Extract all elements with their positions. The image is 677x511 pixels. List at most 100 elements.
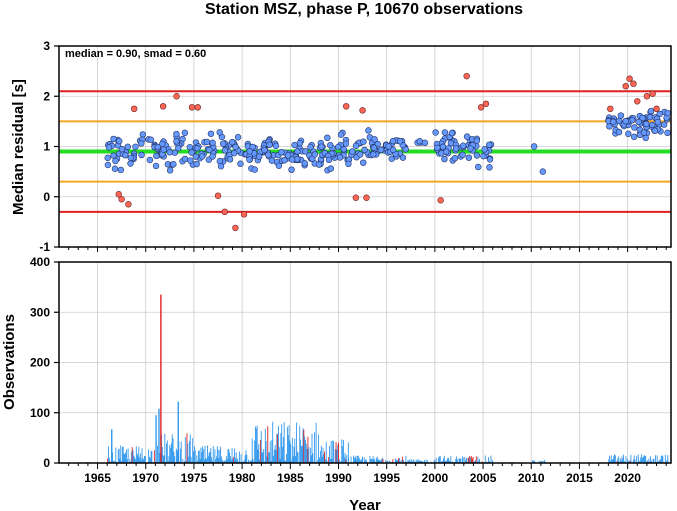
outlier-point bbox=[352, 194, 360, 201]
observation-bar bbox=[282, 446, 283, 463]
observation-bar bbox=[293, 446, 295, 463]
observation-bar bbox=[174, 456, 176, 463]
observation-bar bbox=[264, 428, 266, 463]
residual-point bbox=[187, 157, 194, 164]
observation-bar bbox=[294, 438, 296, 463]
observation-bar bbox=[381, 457, 383, 463]
observation-bar bbox=[541, 461, 542, 463]
y-tick-label: 200 bbox=[30, 356, 50, 370]
observation-bar bbox=[443, 455, 445, 463]
observation-bar bbox=[188, 456, 190, 463]
observation-bar bbox=[471, 458, 473, 463]
residual-point bbox=[357, 151, 364, 158]
observation-bar bbox=[130, 451, 132, 463]
residual-point bbox=[232, 143, 239, 151]
observation-bar bbox=[188, 440, 190, 463]
observation-bar bbox=[652, 458, 654, 463]
observation-bar bbox=[423, 460, 425, 463]
observation-bar bbox=[609, 455, 611, 463]
observation-bar bbox=[179, 448, 181, 463]
observation-bar bbox=[384, 460, 386, 463]
residual-point bbox=[337, 131, 345, 138]
observation-bar bbox=[363, 457, 365, 463]
observation-bar bbox=[475, 460, 476, 463]
outlier-point bbox=[159, 103, 167, 110]
observation-bar bbox=[655, 455, 656, 463]
observation-bar bbox=[338, 459, 340, 463]
residual-point bbox=[335, 143, 342, 151]
residual-point bbox=[434, 144, 441, 152]
residual-point bbox=[246, 156, 253, 163]
observation-bar bbox=[398, 458, 400, 463]
residual-point bbox=[209, 153, 216, 160]
observation-bar bbox=[291, 437, 293, 463]
observation-bar bbox=[260, 431, 262, 463]
observation-bar bbox=[612, 459, 614, 463]
residual-point bbox=[170, 161, 177, 168]
observation-bar bbox=[224, 460, 226, 463]
residual-point bbox=[288, 156, 296, 163]
observation-bar bbox=[190, 456, 192, 463]
observation-bar bbox=[108, 446, 109, 463]
observation-bar bbox=[221, 459, 223, 463]
observation-bar bbox=[255, 428, 257, 463]
observation-bar bbox=[438, 457, 440, 463]
outlier-point bbox=[115, 191, 122, 198]
observation-bar bbox=[481, 461, 483, 463]
observation-bar bbox=[387, 461, 389, 463]
residual-point bbox=[198, 153, 206, 160]
residual-point bbox=[152, 162, 160, 170]
observation-bar bbox=[230, 459, 232, 463]
outlier-point bbox=[359, 107, 366, 114]
observation-bar bbox=[409, 459, 411, 463]
observation-bar bbox=[197, 460, 199, 463]
observation-bar bbox=[346, 455, 348, 463]
observation-bar bbox=[300, 439, 301, 463]
residual-point bbox=[234, 134, 242, 141]
observation-bar bbox=[356, 459, 358, 463]
observation-bar bbox=[639, 460, 641, 463]
observation-bar bbox=[659, 459, 661, 463]
observation-bar bbox=[472, 456, 474, 463]
observation-bar bbox=[198, 450, 199, 463]
residual-point bbox=[221, 147, 229, 154]
observation-bar bbox=[376, 456, 378, 463]
observation-bar bbox=[225, 460, 226, 463]
observation-bar bbox=[617, 458, 619, 463]
observation-bar bbox=[227, 449, 229, 463]
observation-bar bbox=[372, 456, 374, 463]
residual-point bbox=[175, 144, 182, 152]
observation-bar bbox=[124, 453, 126, 463]
y-tick-label: 2 bbox=[43, 89, 50, 103]
residual-point bbox=[371, 136, 378, 143]
observation-bar bbox=[268, 452, 270, 463]
observation-bar bbox=[299, 425, 301, 463]
observation-bar bbox=[470, 456, 472, 463]
observation-bar bbox=[135, 459, 136, 463]
residual-point bbox=[111, 165, 119, 172]
x-tick-label: 1990 bbox=[325, 471, 352, 485]
observation-bar bbox=[268, 452, 270, 463]
residual-point bbox=[447, 140, 455, 147]
observation-bar bbox=[642, 456, 644, 463]
observation-bar bbox=[280, 433, 282, 463]
observation-bar bbox=[628, 461, 629, 463]
observation-bar bbox=[256, 425, 258, 463]
outlier-point bbox=[607, 105, 614, 113]
x-tick-label: 2010 bbox=[518, 471, 545, 485]
observation-bar bbox=[365, 458, 367, 463]
stats-annotation: median = 0.90, smad = 0.60 bbox=[65, 48, 206, 60]
observation-bar bbox=[185, 461, 187, 463]
observation-bar bbox=[173, 451, 175, 463]
observation-bar bbox=[250, 460, 252, 463]
observation-bar bbox=[413, 459, 415, 463]
observation-bar bbox=[286, 454, 288, 463]
observation-bar bbox=[259, 439, 261, 463]
observation-bar bbox=[112, 461, 114, 463]
observation-bar bbox=[193, 451, 194, 463]
observation-bar bbox=[441, 460, 443, 463]
residual-point bbox=[193, 160, 200, 168]
observation-bar bbox=[243, 461, 244, 463]
observation-bar bbox=[206, 458, 208, 463]
outlier-point bbox=[363, 194, 370, 201]
